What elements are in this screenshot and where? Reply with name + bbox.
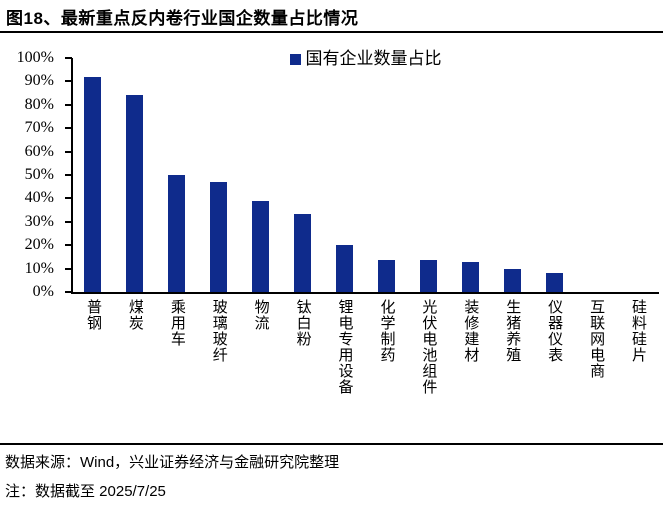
x-category-label: 乘用车 bbox=[168, 299, 185, 347]
y-axis-line bbox=[71, 58, 73, 294]
data-source-text: 数据来源：Wind，兴业证券经济与金融研究院整理 bbox=[5, 454, 340, 471]
x-category-label: 物流 bbox=[252, 299, 269, 331]
bar-化学制药 bbox=[377, 260, 395, 292]
y-tick bbox=[65, 57, 72, 59]
y-tick bbox=[65, 150, 72, 153]
y-tick-label: 40% bbox=[24, 189, 54, 207]
y-tick bbox=[65, 267, 72, 270]
bar-锂电专用设备 bbox=[336, 245, 354, 292]
y-tick bbox=[65, 103, 72, 106]
y-tick-label: 30% bbox=[24, 212, 54, 230]
bar-钛白粉 bbox=[294, 214, 312, 292]
bar-普钢 bbox=[84, 77, 102, 292]
bar-装修建材 bbox=[461, 262, 479, 292]
y-tick bbox=[65, 174, 72, 176]
y-tick bbox=[65, 220, 72, 223]
x-category-label: 硅料硅片 bbox=[630, 299, 647, 363]
x-category-label: 仪器仪表 bbox=[546, 299, 563, 363]
y-tick-label: 90% bbox=[24, 72, 54, 90]
chart-legend: 国有企业数量占比 bbox=[72, 50, 659, 68]
bar-煤炭 bbox=[126, 95, 144, 292]
x-category-label: 普钢 bbox=[84, 299, 101, 331]
figure-title: 图18、最新重点反内卷行业国企数量占比情况 bbox=[6, 9, 359, 28]
y-tick-label: 20% bbox=[24, 236, 54, 254]
bar-chart: 国有企业数量占比 0% 10% 20% 30% 40% 50% 60% 70% 80% 90% 10… bbox=[16, 49, 659, 395]
y-tick-label: 10% bbox=[24, 259, 54, 277]
y-tick-label: 100% bbox=[16, 49, 54, 66]
x-category-label: 生猪养殖 bbox=[504, 299, 521, 363]
legend-swatch-icon bbox=[289, 53, 301, 65]
bar-玻璃玻纤 bbox=[210, 182, 228, 292]
x-category-label: 装修建材 bbox=[462, 299, 479, 363]
x-axis-line bbox=[71, 292, 659, 294]
legend-label: 国有企业数量占比 bbox=[305, 49, 442, 68]
y-tick bbox=[65, 80, 72, 83]
bar-仪器仪表 bbox=[545, 273, 563, 292]
bar-乘用车 bbox=[168, 175, 186, 292]
x-category-label: 锂电专用设备 bbox=[336, 299, 353, 395]
x-category-label: 互联网电商 bbox=[588, 299, 605, 379]
data-note-text: 注：数据截至 2025/7/25 bbox=[5, 483, 166, 500]
x-category-label: 光伏电池组件 bbox=[420, 299, 437, 395]
y-tick bbox=[65, 197, 72, 200]
bar-光伏电池组件 bbox=[419, 260, 437, 292]
y-tick bbox=[65, 244, 72, 247]
x-category-label: 钛白粉 bbox=[294, 299, 311, 347]
x-category-label: 煤炭 bbox=[126, 299, 143, 331]
title-divider bbox=[0, 31, 663, 33]
y-tick-label: 70% bbox=[24, 119, 54, 137]
bar-物流 bbox=[252, 201, 270, 292]
y-tick bbox=[65, 127, 72, 130]
footer-divider bbox=[0, 443, 663, 445]
y-tick-label: 80% bbox=[24, 95, 54, 113]
y-tick-label: 60% bbox=[24, 142, 54, 160]
x-category-label: 化学制药 bbox=[378, 299, 395, 363]
x-category-label: 玻璃玻纤 bbox=[210, 299, 227, 363]
bar-生猪养殖 bbox=[503, 269, 521, 292]
y-tick bbox=[65, 291, 72, 293]
y-tick-label: 50% bbox=[24, 166, 54, 183]
y-tick-label: 0% bbox=[32, 283, 54, 300]
